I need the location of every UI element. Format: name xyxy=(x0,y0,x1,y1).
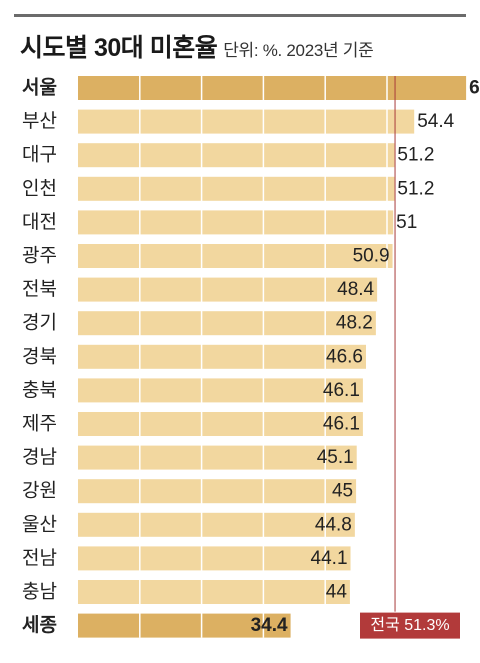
category-label-12: 경남 xyxy=(22,446,57,468)
category-label-8: 경기 xyxy=(22,312,57,334)
category-label-11: 제주 xyxy=(22,413,57,435)
value-label-13: 45 xyxy=(332,481,353,502)
category-label-6: 광주 xyxy=(22,245,57,267)
bar-6 xyxy=(78,244,393,268)
bar-17 xyxy=(78,613,291,638)
bar-15 xyxy=(78,546,351,571)
category-label-13: 강원 xyxy=(22,480,57,502)
chart-title: 시도별 30대 미혼율 xyxy=(20,34,218,62)
bar-5 xyxy=(78,210,394,235)
value-label-6: 50.9 xyxy=(353,246,390,267)
category-label-17: 세종 xyxy=(22,614,57,636)
value-label-8: 48.2 xyxy=(336,313,373,334)
value-label-4: 51.2 xyxy=(397,178,434,199)
bar-7 xyxy=(78,277,378,302)
bar-14 xyxy=(78,512,355,537)
category-label-4: 인천 xyxy=(22,177,57,199)
category-label-3: 대구 xyxy=(22,144,57,166)
value-label-5: 51 xyxy=(396,212,417,233)
value-label-7: 48.4 xyxy=(337,279,374,300)
category-label-7: 전북 xyxy=(22,278,57,300)
value-label-14: 44.8 xyxy=(315,514,352,535)
category-label-9: 경북 xyxy=(22,345,57,367)
national-average-label: 전국 51.3% xyxy=(370,616,449,634)
value-label-2: 54.4 xyxy=(417,111,454,132)
bar-9 xyxy=(78,344,366,369)
bar-3 xyxy=(78,143,395,168)
bar-12 xyxy=(78,445,357,470)
value-label-11: 46.1 xyxy=(323,414,360,435)
category-label-5: 대전 xyxy=(22,211,57,233)
national-average-badge xyxy=(360,612,460,639)
bar-10 xyxy=(78,378,363,403)
bar-1 xyxy=(78,76,467,100)
value-label-12: 45.1 xyxy=(317,447,354,468)
category-label-14: 울산 xyxy=(22,513,57,535)
category-label-1: 서울 xyxy=(22,77,57,99)
category-label-10: 충북 xyxy=(22,379,57,401)
category-label-15: 전남 xyxy=(22,547,57,569)
chart-title-block: 시도별 30대 미혼율 단위: %. 2023년 기준 xyxy=(20,28,374,64)
bar-8 xyxy=(78,311,376,336)
chart-subtitle: 단위: %. 2023년 기준 xyxy=(223,41,374,60)
category-label-16: 충남 xyxy=(22,581,57,603)
value-label-3: 51.2 xyxy=(397,145,434,166)
bar-13 xyxy=(78,479,357,504)
top-rule xyxy=(14,14,466,17)
bar-16 xyxy=(78,580,350,604)
value-label-10: 46.1 xyxy=(323,380,360,401)
value-label-15: 44.1 xyxy=(311,548,348,569)
bar-2 xyxy=(78,109,415,134)
category-label-2: 부산 xyxy=(22,110,57,132)
value-label-16: 44 xyxy=(326,582,348,603)
value-label-17: 34.4 xyxy=(251,615,288,636)
bar-4 xyxy=(78,176,395,201)
value-label-9: 46.6 xyxy=(326,346,363,367)
value-label-1: 62.8% xyxy=(469,78,480,99)
bar-11 xyxy=(78,412,363,436)
